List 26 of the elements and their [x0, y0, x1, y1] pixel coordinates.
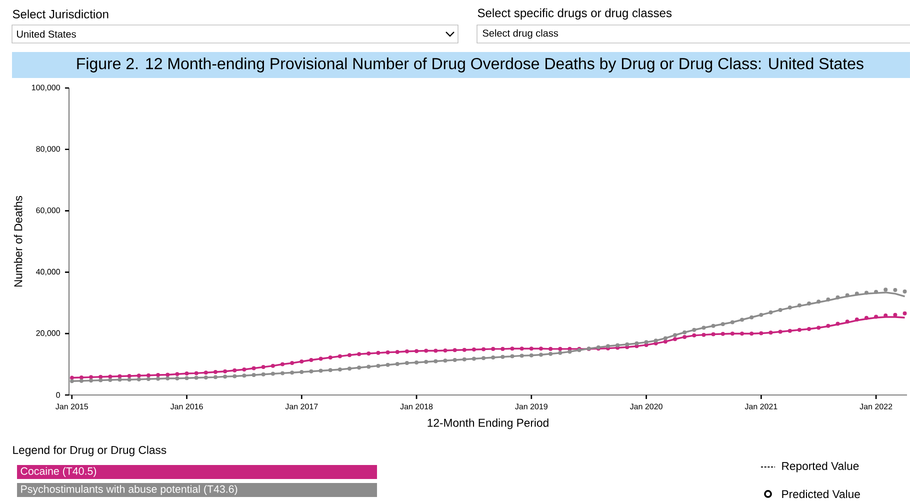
x-tick-label: Jan 2017 — [285, 404, 318, 410]
y-tick-label: 100,000 — [32, 84, 60, 92]
x-tick-label: Jan 2018 — [400, 404, 433, 410]
y-tick-label: 0 — [56, 392, 60, 398]
text: Reported Value — [782, 462, 859, 472]
x-tick-label: Jan 2020 — [630, 404, 662, 410]
x-tick-label: Jan 2021 — [744, 404, 778, 410]
text: Predicted Value — [782, 490, 860, 498]
y-tick-label: 60,000 — [36, 207, 60, 214]
text: Cocaine (T40.5) — [20, 467, 96, 477]
x-tick-label: Jan 2019 — [515, 404, 548, 410]
y-tick-label: 40,000 — [36, 268, 60, 276]
chart-title: Figure 2. 12 Month-ending Provisional Number of Drug Overdose Deaths by Drug or Drug Class: United States — [77, 58, 864, 72]
x-tick-label: Jan 2016 — [170, 404, 203, 410]
y-axis-title: Number of Deaths — [14, 196, 22, 287]
legend-title: Legend for Drug or Drug Class — [13, 446, 166, 456]
y-tick-label: 20,000 — [36, 330, 60, 337]
text: Psychostimulants with abuse potential (T43.6) — [21, 485, 238, 495]
x-tick-label: Jan 2015 — [56, 404, 88, 410]
x-axis-title: 12-Month Ending Period — [428, 418, 548, 430]
text: United States — [17, 30, 76, 38]
text: Select drug class — [482, 29, 558, 39]
x-tick-label: Jan 2022 — [860, 404, 892, 410]
y-tick-label: 80,000 — [36, 146, 60, 153]
text: Select Jurisdiction — [12, 10, 108, 18]
text: Select specific drugs or drug classes — [478, 8, 672, 20]
